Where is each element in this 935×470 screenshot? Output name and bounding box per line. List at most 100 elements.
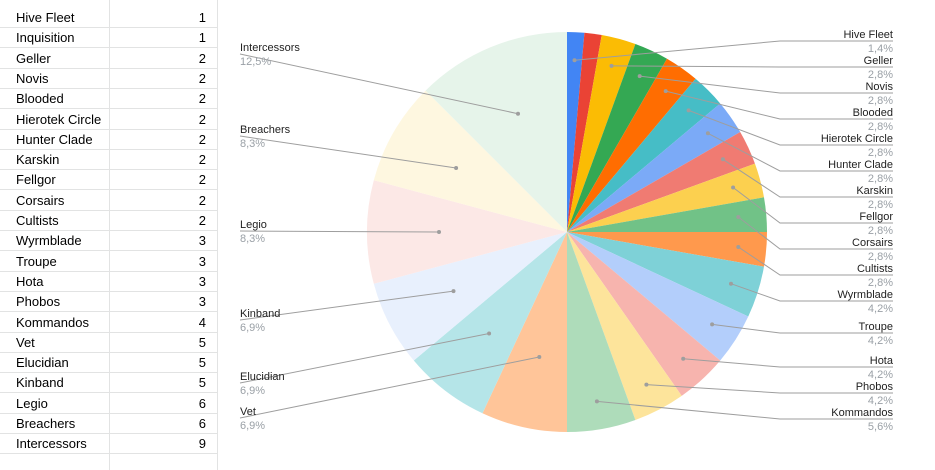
data-value-label: 4,2% bbox=[868, 303, 893, 315]
data-value-label: 2,8% bbox=[868, 173, 893, 185]
data-value-label: 4,2% bbox=[868, 395, 893, 407]
data-value-label: 6,9% bbox=[240, 322, 265, 334]
cell-name[interactable]: Phobos bbox=[16, 294, 61, 310]
data-label: Phobos bbox=[856, 381, 894, 393]
leader-line bbox=[239, 290, 454, 321]
slice-troupe[interactable] bbox=[567, 232, 749, 361]
cell-value[interactable]: 3 bbox=[198, 273, 206, 289]
slice-blooded[interactable] bbox=[567, 58, 696, 232]
cell-name[interactable]: Wyrmblade bbox=[16, 233, 82, 249]
cell-name[interactable]: Fellgor bbox=[16, 172, 56, 188]
slice-wyrmblade[interactable] bbox=[567, 232, 764, 317]
data-value-label: 8,3% bbox=[240, 138, 265, 150]
leader-line bbox=[611, 65, 893, 68]
slice-geller[interactable] bbox=[567, 35, 636, 232]
cell-name[interactable]: Legio bbox=[16, 395, 48, 411]
data-label: Corsairs bbox=[852, 237, 893, 249]
cell-value[interactable]: 3 bbox=[198, 253, 206, 269]
data-label: Geller bbox=[864, 55, 894, 67]
data-label: Legio bbox=[240, 219, 267, 231]
data-value-label: 5,6% bbox=[868, 421, 893, 433]
slice-legio[interactable] bbox=[366, 180, 567, 284]
cell-value[interactable]: 3 bbox=[198, 233, 206, 249]
cell-value[interactable]: 3 bbox=[198, 294, 206, 310]
data-label: Wyrmblade bbox=[837, 289, 893, 301]
slice-novis[interactable] bbox=[567, 44, 667, 233]
column-divider bbox=[217, 0, 218, 470]
data-value-label: 2,8% bbox=[868, 147, 893, 159]
cell-name[interactable]: Hota bbox=[16, 273, 44, 289]
cell-value[interactable]: 1 bbox=[198, 10, 206, 25]
cell-name[interactable]: Intercessors bbox=[16, 436, 87, 452]
leader-line bbox=[738, 246, 893, 276]
slice-hunter-clade[interactable] bbox=[567, 103, 741, 232]
data-label: Troupe bbox=[859, 321, 893, 333]
cell-name[interactable]: Hierotek Circle bbox=[16, 111, 102, 127]
leader-line bbox=[646, 384, 893, 394]
slice-hota[interactable] bbox=[567, 232, 721, 396]
cell-value[interactable]: 4 bbox=[198, 314, 206, 330]
slice-vet[interactable] bbox=[482, 232, 567, 432]
cell-value[interactable]: 6 bbox=[198, 416, 206, 431]
slice-breachers[interactable] bbox=[373, 90, 567, 232]
cell-value[interactable]: 2 bbox=[198, 192, 206, 208]
cell-value[interactable]: 5 bbox=[198, 375, 206, 391]
cell-name[interactable]: Hunter Clade bbox=[16, 131, 93, 147]
cell-name[interactable]: Troupe bbox=[16, 253, 57, 269]
cell-value[interactable]: 2 bbox=[198, 213, 206, 228]
slice-cultists[interactable] bbox=[567, 232, 767, 267]
data-label: Fellgor bbox=[859, 211, 893, 223]
cell-name[interactable]: Blooded bbox=[16, 91, 64, 107]
cell-value[interactable]: 5 bbox=[198, 355, 206, 371]
data-value-label: 2,8% bbox=[868, 95, 893, 107]
data-value-label: 12,5% bbox=[240, 56, 271, 68]
cell-name[interactable]: Breachers bbox=[16, 416, 76, 431]
cell-value[interactable]: 2 bbox=[198, 131, 206, 147]
cell-name[interactable]: Geller bbox=[16, 50, 51, 66]
data-value-label: 6,9% bbox=[240, 420, 265, 432]
cell-name[interactable]: Novis bbox=[16, 70, 49, 86]
cell-value[interactable]: 5 bbox=[198, 334, 206, 350]
slice-kommandos[interactable] bbox=[567, 232, 636, 432]
leader-line bbox=[722, 158, 893, 198]
data-label: Novis bbox=[865, 81, 893, 93]
slice-phobos[interactable] bbox=[567, 232, 682, 420]
leader-line bbox=[707, 132, 893, 172]
cell-name[interactable]: Vet bbox=[16, 334, 35, 350]
cell-value[interactable]: 1 bbox=[198, 30, 206, 46]
slice-kinband[interactable] bbox=[373, 232, 567, 361]
cell-value[interactable]: 9 bbox=[198, 436, 206, 452]
data-value-label: 1,4% bbox=[868, 43, 893, 55]
data-value-label: 2,8% bbox=[868, 121, 893, 133]
cell-name[interactable]: Karskin bbox=[16, 152, 60, 168]
slice-hierotek-circle[interactable] bbox=[567, 78, 721, 232]
slice-corsairs[interactable] bbox=[567, 197, 767, 232]
slice-fellgor[interactable] bbox=[567, 163, 764, 232]
cell-name[interactable]: Hive Fleet bbox=[16, 10, 75, 25]
cell-name[interactable]: Elucidian bbox=[16, 355, 69, 371]
cell-value[interactable]: 6 bbox=[198, 395, 206, 411]
slice-inquisition[interactable] bbox=[567, 32, 602, 233]
cell-value[interactable]: 2 bbox=[198, 50, 206, 66]
cell-value[interactable]: 2 bbox=[198, 91, 206, 107]
cell-name[interactable]: Kinband bbox=[16, 375, 64, 391]
cell-name[interactable]: Corsairs bbox=[16, 192, 65, 208]
cell-name[interactable]: Cultists bbox=[16, 213, 59, 228]
slice-intercessors[interactable] bbox=[425, 32, 567, 232]
data-label: Hota bbox=[870, 355, 894, 367]
cell-name[interactable]: Kommandos bbox=[16, 314, 89, 330]
leader-line bbox=[239, 53, 519, 115]
cell-value[interactable]: 2 bbox=[198, 70, 206, 86]
cell-value[interactable]: 2 bbox=[198, 111, 206, 127]
slice-hive-fleet[interactable] bbox=[567, 31, 585, 232]
slice-karskin[interactable] bbox=[567, 132, 755, 232]
cell-value[interactable]: 2 bbox=[198, 152, 206, 168]
cell-value[interactable]: 2 bbox=[198, 172, 206, 188]
cell-name[interactable]: Inquisition bbox=[16, 30, 75, 46]
leader-line bbox=[683, 358, 893, 368]
data-label: Kommandos bbox=[831, 407, 893, 419]
data-value-label: 6,9% bbox=[240, 385, 265, 397]
leader-line bbox=[239, 135, 457, 169]
slice-elucidian[interactable] bbox=[413, 232, 567, 414]
